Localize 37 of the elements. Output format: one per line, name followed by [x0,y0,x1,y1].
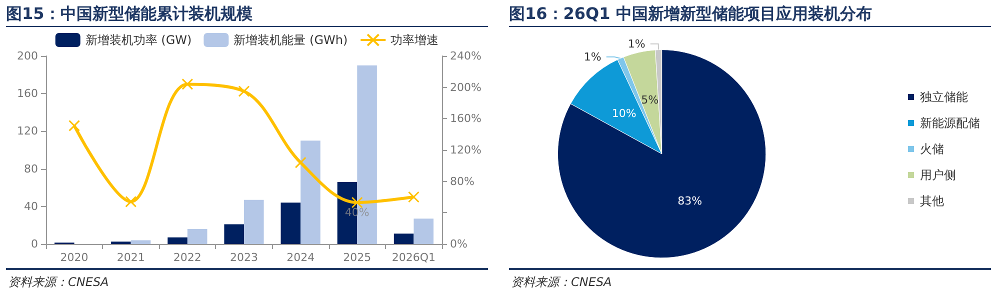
legend-label: 新能源配储 [920,116,980,130]
y-tick-label: 80 [24,162,38,176]
x-tick-label: 2020 [60,251,88,264]
y2-tick-label: 120% [450,144,482,156]
x-tick-label: 2025 [343,251,372,264]
y2-tick-label: 240% [450,50,482,62]
chart-title: 图16：26Q1 中国新增新型储能项目应用装机分布 [509,4,872,25]
text: 资料来源：CNESA [511,274,612,291]
y-tick-label: 40 [24,200,38,213]
annotation: 40% [344,206,370,220]
legend-label: 独立储能 [920,90,968,104]
x-tick-label: 2026Q1 [392,251,436,264]
y-tick-label: 200 [17,50,38,62]
data-label: 5% [641,94,659,107]
data-label: 83% [678,194,702,208]
x-tick-label: 2022 [173,251,202,264]
legend-label: 用户侧 [920,168,956,182]
legend-label: 新增装机能量 (GWh) [234,33,348,47]
data-label: 1% [628,37,646,50]
legend-label: 其他 [920,194,944,208]
data-label: 1% [584,50,602,64]
y2-tick-label: 0% [450,238,468,250]
y2-tick-label: 160% [450,112,482,126]
x-tick-label: 2024 [286,251,315,264]
y-tick-label: 0 [31,238,38,250]
text: 资料来源：CNESA [8,274,109,291]
y2-tick-label: 200% [450,80,482,94]
legend-label: 功率增速 [390,33,439,47]
x-tick-label: 2021 [116,251,145,264]
chart-title: 图15：中国新型储能累计装机规模 [6,4,252,25]
y-tick-label: 120 [17,124,38,138]
y-tick-label: 160 [17,87,38,100]
x-tick-label: 2023 [230,251,258,264]
legend-label: 火储 [920,142,944,156]
legend-label: 新增装机功率 (GW) [85,33,192,47]
y2-tick-label: 80% [450,174,474,188]
data-label: 10% [612,107,636,120]
